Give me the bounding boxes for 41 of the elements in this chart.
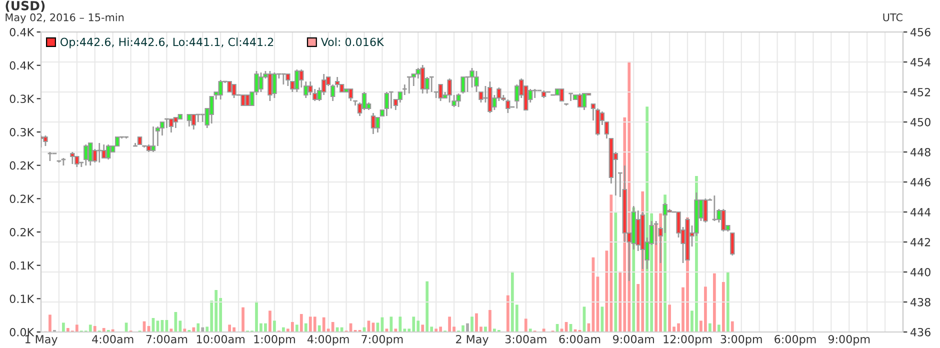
x-tick-label: 9:00pm <box>828 334 870 346</box>
y-tick-label: 0.2K <box>10 194 34 204</box>
chart-subtitle: May 02, 2016 – 15-min <box>6 13 124 24</box>
text: UTC <box>883 13 902 22</box>
y-tick-label: 0.3K <box>10 94 34 104</box>
y2-tick-label: 452 <box>910 88 930 96</box>
x-tick-label: 7:00pm <box>362 334 403 346</box>
x-tick-label: 1:00pm <box>254 334 295 346</box>
y2-tick-label: 456 <box>910 28 930 36</box>
x-tick-label: 3:00am <box>505 334 546 344</box>
x-tick-label: 9:00am <box>613 334 654 344</box>
y-tick-label: 0.2K <box>10 228 34 236</box>
y2-tick-label: 436 <box>910 328 930 336</box>
legend-label: Op:442.6, Hi:442.6, Lo:441.1, Cl:441.2 <box>60 38 274 48</box>
y-tick-label: 0.3K <box>10 128 34 136</box>
y-tick-label: 0.0K <box>10 328 34 336</box>
y-tick-label: 0.4K <box>10 61 34 70</box>
x-tick-label: 4:00am <box>92 334 134 344</box>
y2-tick-label: 450 <box>910 118 930 126</box>
y-tick-label: 0.2K <box>10 161 34 170</box>
y2-tick-label: 454 <box>910 58 931 66</box>
y2-tick-label: 438 <box>910 298 930 306</box>
chart-title: (USD) <box>6 0 45 12</box>
y-tick-label: 0.1K <box>10 294 34 304</box>
y2-tick-label: 440 <box>910 268 930 276</box>
x-tick-label: 6:00pm <box>774 334 816 346</box>
y-tick-label: 0.1K <box>10 261 34 270</box>
y2-tick-label: 448 <box>910 148 930 156</box>
x-tick-label: 6:00am <box>559 334 600 344</box>
x-tick-label: 4:00pm <box>307 334 349 346</box>
x-tick-label: 7:00am <box>146 334 188 344</box>
x-tick-label: 2 May <box>456 334 488 346</box>
y-tick-label: 0.4K <box>10 28 34 36</box>
x-tick-label: 12:00pm <box>664 334 712 346</box>
legend-label: Vol: 0.016K <box>320 38 384 46</box>
x-tick-label: 1 May <box>25 335 58 346</box>
y2-tick-label: 442 <box>910 238 930 246</box>
y2-tick-label: 444 <box>910 208 931 216</box>
y2-tick-label: 446 <box>910 178 930 186</box>
x-tick-label: 3:00pm <box>720 334 762 346</box>
x-tick-label: 10:00am <box>196 334 244 344</box>
